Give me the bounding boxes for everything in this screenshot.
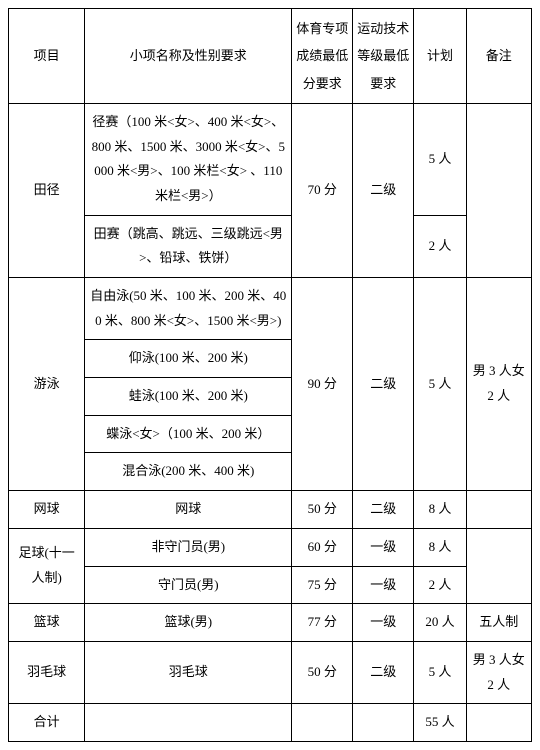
cell-project: 足球(十一人制) — [9, 528, 85, 603]
cell-score: 90 分 — [292, 278, 353, 491]
requirements-table: 项目 小项名称及性别要求 体育专项成绩最低分要求 运动技术等级最低要求 计划 备… — [8, 8, 532, 742]
cell-event: 守门员(男) — [85, 566, 292, 604]
cell-event: 自由泳(50 米、100 米、200 米、400 米、800 米<女>、1500… — [85, 278, 292, 340]
cell-remark: 男 3 人女 2 人 — [466, 278, 531, 491]
cell-score: 77 分 — [292, 604, 353, 642]
table-row: 守门员(男)75 分一级2 人 — [9, 566, 532, 604]
cell-project: 田径 — [9, 103, 85, 277]
cell-event: 篮球(男) — [85, 604, 292, 642]
cell-level: 一级 — [353, 604, 414, 642]
header-event-gender: 小项名称及性别要求 — [85, 9, 292, 104]
cell-event: 网球 — [85, 491, 292, 529]
header-min-score: 体育专项成绩最低分要求 — [292, 9, 353, 104]
header-plan: 计划 — [414, 9, 466, 104]
table-row: 篮球篮球(男)77 分一级20 人五人制 — [9, 604, 532, 642]
table-header-row: 项目 小项名称及性别要求 体育专项成绩最低分要求 运动技术等级最低要求 计划 备… — [9, 9, 532, 104]
cell-event: 仰泳(100 米、200 米) — [85, 340, 292, 378]
cell-plan: 2 人 — [414, 215, 466, 277]
table-row: 羽毛球羽毛球50 分二级5 人男 3 人女 2 人 — [9, 641, 532, 703]
cell-level: 二级 — [353, 641, 414, 703]
cell-event: 蝶泳<女>（100 米、200 米） — [85, 415, 292, 453]
cell-event: 蛙泳(100 米、200 米) — [85, 378, 292, 416]
header-remark: 备注 — [466, 9, 531, 104]
cell-plan: 55 人 — [414, 704, 466, 742]
cell-level: 一级 — [353, 566, 414, 604]
cell-plan: 5 人 — [414, 641, 466, 703]
cell-event: 径赛（100 米<女>、400 米<女>、800 米、1500 米、3000 米… — [85, 103, 292, 215]
header-min-level: 运动技术等级最低要求 — [353, 9, 414, 104]
cell-event: 非守门员(男) — [85, 528, 292, 566]
cell-level: 二级 — [353, 103, 414, 277]
cell-project: 游泳 — [9, 278, 85, 491]
cell-plan: 8 人 — [414, 491, 466, 529]
cell-level: 二级 — [353, 491, 414, 529]
cell-project: 网球 — [9, 491, 85, 529]
cell-plan: 8 人 — [414, 528, 466, 566]
cell-score: 50 分 — [292, 491, 353, 529]
cell-project: 羽毛球 — [9, 641, 85, 703]
cell-score: 50 分 — [292, 641, 353, 703]
cell-plan: 5 人 — [414, 103, 466, 215]
cell-event: 田赛（跳高、跳远、三级跳远<男>、铅球、铁饼） — [85, 215, 292, 277]
cell-remark — [466, 491, 531, 529]
table-row: 足球(十一人制)非守门员(男)60 分一级8 人 — [9, 528, 532, 566]
cell-remark: 五人制 — [466, 604, 531, 642]
cell-event: 混合泳(200 米、400 米) — [85, 453, 292, 491]
cell-score — [292, 704, 353, 742]
cell-level: 二级 — [353, 278, 414, 491]
cell-project: 篮球 — [9, 604, 85, 642]
cell-plan: 20 人 — [414, 604, 466, 642]
cell-score: 70 分 — [292, 103, 353, 277]
table-row: 网球网球50 分二级8 人 — [9, 491, 532, 529]
cell-event — [85, 704, 292, 742]
cell-event: 羽毛球 — [85, 641, 292, 703]
header-project: 项目 — [9, 9, 85, 104]
cell-plan: 5 人 — [414, 278, 466, 491]
cell-level — [353, 704, 414, 742]
cell-score: 60 分 — [292, 528, 353, 566]
cell-remark — [466, 528, 531, 603]
cell-score: 75 分 — [292, 566, 353, 604]
cell-plan: 2 人 — [414, 566, 466, 604]
table-row: 游泳自由泳(50 米、100 米、200 米、400 米、800 米<女>、15… — [9, 278, 532, 340]
cell-project: 合计 — [9, 704, 85, 742]
table-row: 田赛（跳高、跳远、三级跳远<男>、铅球、铁饼） 2 人 — [9, 215, 532, 277]
cell-remark: 男 3 人女 2 人 — [466, 641, 531, 703]
cell-remark — [466, 704, 531, 742]
cell-remark — [466, 103, 531, 277]
table-row: 合计 55 人 — [9, 704, 532, 742]
cell-level: 一级 — [353, 528, 414, 566]
table-row: 田径径赛（100 米<女>、400 米<女>、800 米、1500 米、3000… — [9, 103, 532, 215]
